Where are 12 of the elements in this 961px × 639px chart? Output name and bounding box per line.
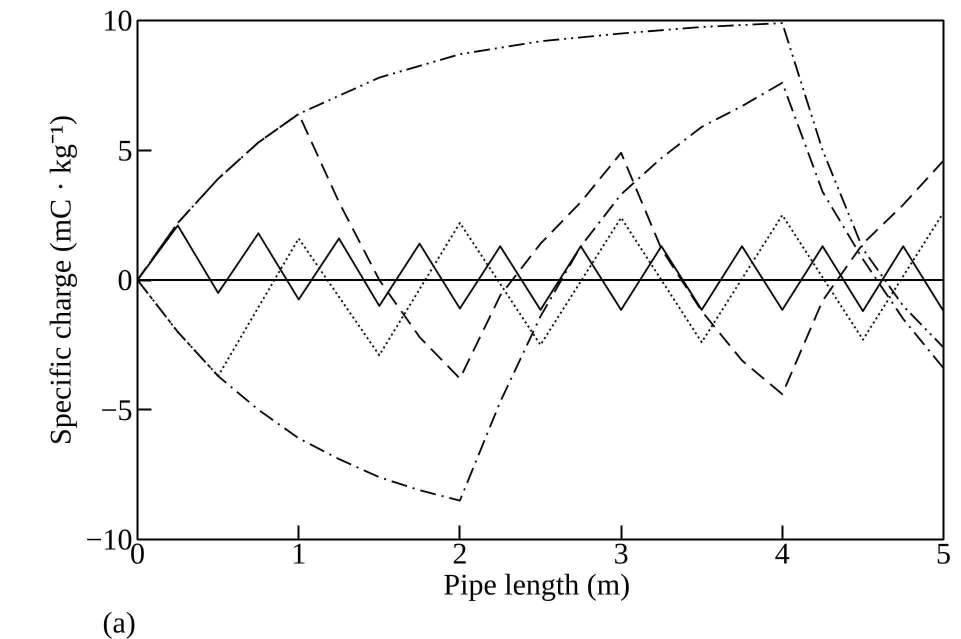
x-tick-label: 3: [614, 538, 629, 570]
x-tick-label: 1: [291, 538, 306, 570]
x-axis-title: Pipe length (m): [443, 568, 630, 602]
y-tick-label: 10: [102, 4, 132, 38]
y-axis-title: Specific charge (mC · kg⁻¹): [44, 115, 78, 445]
x-tick-label: 4: [774, 538, 790, 570]
y-tick-label: 5: [118, 134, 132, 168]
x-tick-label: 2: [452, 538, 468, 570]
y-tick-label: 0: [118, 264, 132, 297]
text: (a): [102, 606, 136, 639]
y-tick-label: −5: [100, 394, 133, 427]
x-tick-label: 5: [936, 538, 951, 570]
